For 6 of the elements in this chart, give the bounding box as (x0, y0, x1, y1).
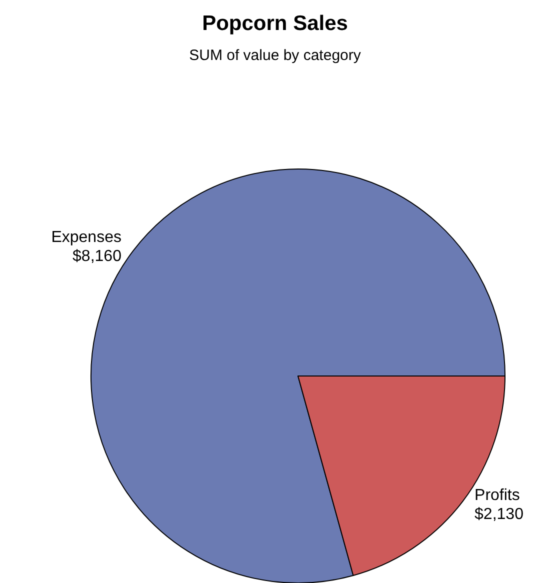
chart-subtitle: SUM of value by category (189, 47, 362, 64)
data-label: $8,160 (72, 248, 122, 266)
data-label: $2,130 (474, 506, 524, 523)
chart-title: Popcorn Sales (202, 12, 348, 35)
slice-label: Expenses (51, 229, 122, 246)
slice-label: Profits (474, 486, 520, 504)
